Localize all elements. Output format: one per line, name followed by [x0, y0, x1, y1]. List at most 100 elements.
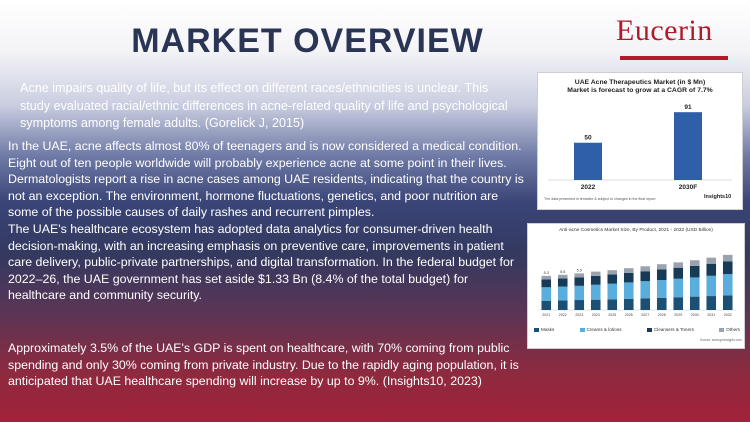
paragraph-healthcare-ecosystem: The UAE's healthcare ecosystem has adopt…: [8, 221, 514, 303]
chart2-bar-segment: [640, 271, 651, 282]
chart2-bar-segment: [574, 285, 585, 301]
chart2-bar-segment: [590, 299, 601, 310]
chart1-subtitle: Market is forecast to grow at a CAGR of …: [567, 87, 713, 94]
chart2-bar-segment: [706, 263, 717, 276]
chart1-bar: [674, 112, 702, 180]
chart2-bar-segment: [706, 296, 717, 310]
chart2-bar-segment: [623, 268, 634, 273]
chart2-bar-segment: [541, 300, 552, 310]
chart2-bar-segment: [689, 265, 700, 278]
chart2-bar-segment: [722, 274, 733, 296]
chart2-plot: 5.3 2021 5.6 2022 5.9 2023 2024 2025 2026 2027 202…: [538, 254, 736, 317]
chart2-source: Source: www.gminsights.com: [700, 338, 742, 342]
chart2-bar-segment: [607, 283, 618, 300]
chart2-bar-segment: [557, 274, 568, 279]
paragraph-gdp: Approximately 3.5% of the UAE's GDP is s…: [8, 341, 519, 389]
chart2-tick-label: 2023: [575, 313, 583, 317]
chart1-footnote: The data presented is tentative & subjec…: [544, 197, 656, 201]
chart2-bar-segment: [607, 299, 618, 310]
chart1-tick-label: 2030F: [679, 184, 697, 191]
chart2-bar-segment: [590, 284, 601, 300]
chart2-title: Anti-acne Cosmetics Market Size, By Prod…: [559, 228, 713, 233]
chart2-bar-segment: [607, 270, 618, 275]
chart2-bar-segment: [623, 282, 634, 299]
logo-underline: [620, 56, 728, 60]
chart2-tick-label: 2022: [559, 313, 567, 317]
chart2-legend: Masks Creams & lotions Cleansers & Toner…: [534, 327, 740, 332]
intro-paragraph: Acne impairs quality of life, but its ef…: [20, 81, 508, 130]
chart2-bar-segment: [689, 260, 700, 266]
logo-text: Eucerin: [616, 14, 713, 47]
chart2-bar-segment: [623, 272, 634, 283]
chart2-tick-label: 2021: [542, 313, 550, 317]
chart2-bar-segment: [722, 295, 733, 310]
legend-item: Creams & lotions: [579, 327, 622, 332]
chart2-bar-segment: [656, 279, 667, 298]
chart2-bar-segment: [557, 286, 568, 301]
chart1-title: UAE Acne Therapeutics Market (in $ Mn): [574, 79, 706, 86]
chart2-data-label: 5.6: [560, 270, 565, 274]
chart1-data-label: 50: [584, 135, 592, 142]
chart2-tick-label: 2029: [674, 313, 682, 317]
chart2-tick-label: 2031: [707, 313, 715, 317]
chart2-tick-label: 2032: [724, 313, 732, 317]
chart1-brand: Insights10: [704, 194, 732, 200]
chart2-bar-segment: [673, 262, 684, 268]
chart2-bar-segment: [574, 273, 585, 278]
chart2-bar-segment: [722, 261, 733, 275]
chart2-bar-segment: [557, 278, 568, 287]
page-title: MARKET OVERVIEW: [131, 22, 484, 60]
chart2-data-label: 5.9: [577, 268, 582, 272]
acne-therapeutics-chart: UAE Acne Therapeutics Market (in $ Mn) M…: [537, 72, 743, 210]
chart2-tick-label: 2030: [691, 313, 699, 317]
anti-acne-cosmetics-chart: Anti-acne Cosmetics Market Size, By Prod…: [527, 223, 745, 349]
legend-swatch: [719, 327, 725, 332]
chart2-bar-segment: [640, 298, 651, 310]
chart2-bar-segment: [574, 277, 585, 286]
body-paragraphs: In the UAE, acne affects almost 80% of t…: [8, 138, 528, 304]
chart2-bar-segment: [673, 297, 684, 310]
chart1-bar: [574, 142, 602, 180]
chart2-bar-segment: [541, 287, 552, 301]
paragraph-acne-uae: In the UAE, acne affects almost 80% of t…: [8, 139, 524, 220]
legend-label: Cleansers & Toners: [653, 327, 694, 332]
chart2-bar-segment: [656, 269, 667, 280]
chart2-bar-segment: [541, 275, 552, 280]
chart1-tick-label: 2022: [581, 184, 596, 191]
legend-item: Masks: [534, 327, 554, 332]
eucerin-logo: Eucerin: [616, 14, 736, 66]
legend-label: Others: [726, 327, 740, 332]
chart2-tick-label: 2026: [625, 313, 633, 317]
chart2-bar-segment: [689, 277, 700, 297]
chart1-plot: 50 2022 91 2030F: [548, 104, 732, 191]
legend-item: Cleansers & Toners: [646, 327, 694, 332]
chart2-bar-segment: [722, 254, 733, 262]
chart2-tick-label: 2027: [641, 313, 649, 317]
legend-swatch: [646, 327, 652, 332]
chart2-bar-segment: [640, 266, 651, 272]
chart2-data-label: 5.3: [544, 271, 549, 275]
legend-swatch: [579, 327, 585, 332]
chart2-bar-segment: [623, 298, 634, 310]
chart2-bar-segment: [590, 271, 601, 276]
legend-item: Others: [719, 327, 740, 332]
chart2-bar-segment: [557, 300, 568, 310]
chart2-bar-segment: [656, 264, 667, 270]
legend-swatch: [534, 327, 539, 332]
legend-label: Creams & lotions: [586, 327, 622, 332]
chart2-tick-label: 2024: [592, 313, 600, 317]
chart1-data-label: 91: [684, 104, 692, 111]
chart2-bar-segment: [673, 278, 684, 298]
chart2-tick-label: 2025: [608, 313, 616, 317]
chart2-bar-segment: [590, 275, 601, 285]
chart2-bar-segment: [656, 297, 667, 310]
chart2-bar-segment: [574, 300, 585, 310]
chart2-bar-segment: [706, 275, 717, 297]
chart2-bar-segment: [706, 257, 717, 264]
chart2-bar-segment: [689, 296, 700, 310]
legend-label: Masks: [541, 327, 555, 332]
chart2-bar-segment: [541, 279, 552, 288]
chart2-tick-label: 2028: [658, 313, 666, 317]
chart2-bar-segment: [607, 274, 618, 284]
chart2-bar-segment: [673, 267, 684, 279]
